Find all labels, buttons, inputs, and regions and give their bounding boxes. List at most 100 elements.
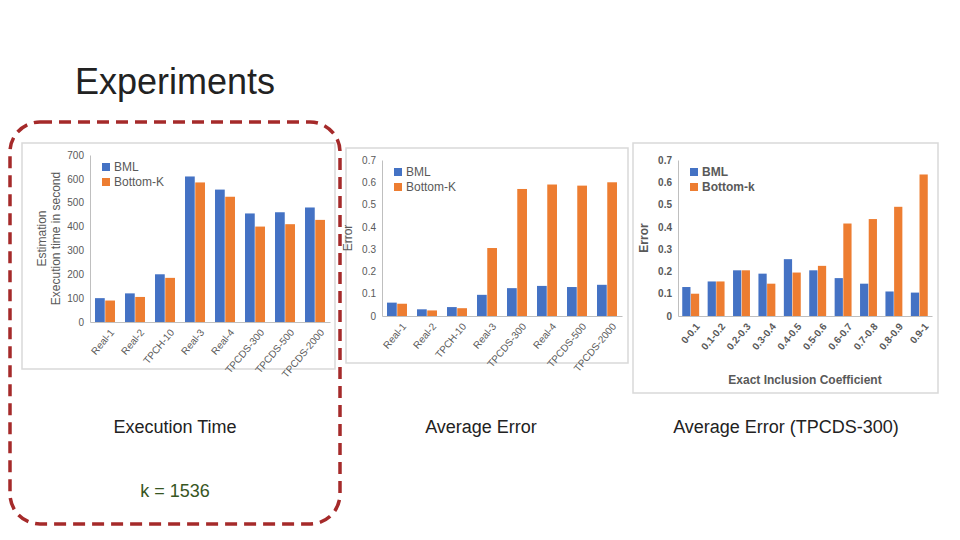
bar-series	[691, 174, 928, 316]
bar	[793, 273, 801, 316]
x-tick: 0.1-0.2	[699, 316, 728, 352]
y-tick: 300	[67, 245, 90, 256]
y-tick: 400	[67, 221, 90, 232]
y-tick: 0.1	[362, 288, 382, 299]
bar	[869, 219, 877, 316]
bar-series	[397, 182, 617, 316]
y-tick: 0.4	[658, 222, 678, 233]
bar	[809, 270, 817, 316]
chart: 00.10.20.30.40.50.60.70-0.10.1-0.20.2-0.…	[633, 143, 938, 437]
chart-panel	[633, 143, 938, 393]
y-tick: 0.1	[658, 288, 678, 299]
bar	[716, 281, 724, 316]
legend-swatch	[394, 168, 402, 176]
y-axis-line	[382, 161, 383, 317]
bar	[215, 190, 225, 322]
x-tick-label: 0.4-0.5	[775, 321, 804, 352]
x-tick: Real-2	[411, 316, 439, 351]
x-tick-label: Real-3	[179, 327, 207, 357]
legend-label: BML	[702, 165, 728, 179]
x-tick: 0.7-0.8	[851, 316, 880, 352]
y-tick-label: 0	[370, 311, 376, 322]
y-tick: 0	[666, 311, 678, 322]
bar	[285, 224, 295, 322]
x-tick: 0.8-0.9	[877, 316, 906, 352]
bar	[447, 307, 457, 316]
slide: Experiments0100200300400500600700Real-1R…	[0, 0, 960, 540]
legend-swatch	[394, 183, 402, 191]
y-tick-label: 0.7	[362, 155, 376, 166]
y-tick: 0	[78, 317, 90, 328]
y-tick-label: 0.6	[362, 177, 376, 188]
x-tick-label: 0.3-0.4	[750, 321, 779, 352]
y-tick: 500	[67, 197, 90, 208]
legend-swatch	[690, 183, 698, 191]
y-axis: 0100200300400500600700	[67, 150, 90, 328]
bar	[135, 297, 145, 322]
legend-label: BML	[406, 165, 431, 179]
y-tick: 0.3	[658, 244, 678, 255]
x-axis-line	[91, 322, 331, 323]
y-axis-line	[90, 156, 91, 323]
x-tick-label: Real-3	[471, 321, 499, 351]
bar	[125, 293, 135, 322]
bar	[682, 287, 690, 316]
x-tick: Real-3	[471, 316, 499, 351]
y-tick: 0.2	[362, 266, 382, 277]
bar	[758, 274, 766, 316]
x-tick: Real-4	[531, 316, 559, 351]
y-axis: 0 0.1 0.2 0.3 0.4 0.5 0.6 0.7	[362, 155, 382, 322]
x-axis: 0-0.10.1-0.20.2-0.30.3-0.40.4-0.50.5-0.6…	[679, 316, 933, 352]
y-axis-title: Error	[637, 223, 651, 253]
x-tick-label: TPCH-10	[141, 327, 176, 366]
y-tick: 0.5	[362, 199, 382, 210]
x-tick: 0.6-0.7	[826, 316, 855, 352]
bar	[105, 301, 115, 322]
x-tick-label: Real-2	[119, 327, 147, 357]
bar-series	[105, 182, 325, 322]
bar	[315, 220, 325, 322]
bar	[885, 291, 893, 316]
x-tick: TPCH-10	[433, 316, 468, 360]
x-tick: Real-3	[179, 322, 207, 357]
x-axis-line	[383, 316, 623, 317]
y-tick: 0.3	[362, 244, 382, 255]
bar	[733, 270, 741, 316]
bar	[597, 285, 607, 316]
legend-swatch	[690, 168, 698, 176]
x-tick-label: Real-1	[381, 321, 409, 351]
x-tick-label: 0.7-0.8	[851, 321, 880, 352]
y-tick: 0.4	[362, 222, 382, 233]
y-tick-label: 0.6	[658, 177, 672, 188]
chart-caption: Average Error (TPCDS-300)	[673, 417, 899, 437]
bar	[255, 227, 265, 322]
y-tick-label: 0	[666, 311, 672, 322]
bar	[487, 248, 497, 316]
chart-caption: Execution Time	[113, 417, 236, 437]
bar	[185, 176, 195, 322]
bar	[245, 213, 255, 322]
bar	[860, 284, 868, 316]
y-tick-label: 200	[67, 269, 84, 280]
bar	[708, 281, 716, 316]
bar	[517, 189, 527, 316]
bar	[567, 287, 577, 316]
x-tick-label: Real-2	[411, 321, 439, 351]
bars	[387, 182, 617, 316]
legend: BMLBottom-K	[102, 160, 164, 189]
bar	[742, 270, 750, 316]
bars	[682, 174, 928, 316]
x-tick-label: 0.2-0.3	[724, 321, 753, 352]
x-tick: 0.4-0.5	[775, 316, 804, 352]
bar	[507, 288, 517, 316]
x-tick-label: 0.9-1	[907, 321, 930, 346]
x-tick: 0.9-1	[907, 316, 930, 346]
bar	[835, 278, 843, 316]
chart: 0100200300400500600700Real-1Real-2TPCH-1…	[22, 143, 335, 501]
bar	[547, 185, 557, 316]
bar	[911, 293, 919, 316]
bars	[95, 176, 325, 322]
x-tick-label: TPCH-10	[433, 321, 468, 360]
bar	[784, 259, 792, 316]
y-tick-label: 0.3	[658, 244, 672, 255]
